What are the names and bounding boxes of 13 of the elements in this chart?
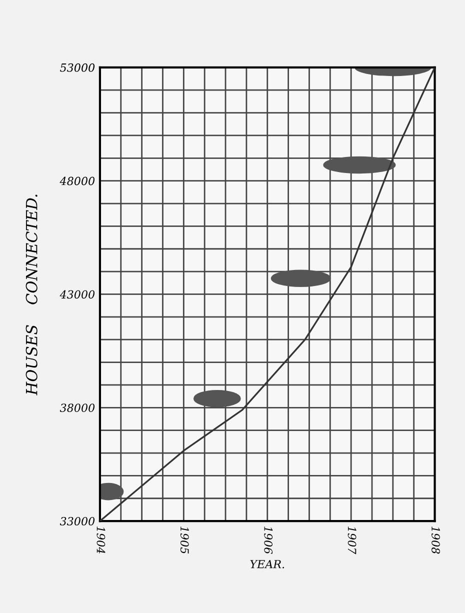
line-series bbox=[100, 67, 435, 522]
x-tick-label: 1906 bbox=[264, 526, 273, 554]
x-axis-title: YEAR. bbox=[250, 560, 284, 568]
x-tick-label: 1905 bbox=[180, 526, 189, 554]
x-tick-label: 1907 bbox=[348, 526, 356, 554]
x-tick-label: 1908 bbox=[432, 526, 440, 554]
y-tick-label: 43000 bbox=[60, 290, 95, 299]
y-tick-label: 53000 bbox=[60, 63, 95, 72]
y-tick-label: 38000 bbox=[60, 404, 95, 412]
y-tick-label: 33000 bbox=[60, 517, 95, 526]
y-axis-title: HOUSES CONNECTED. bbox=[26, 194, 38, 396]
y-tick-label: 48000 bbox=[60, 176, 95, 186]
x-tick-label: 1904 bbox=[96, 526, 106, 554]
